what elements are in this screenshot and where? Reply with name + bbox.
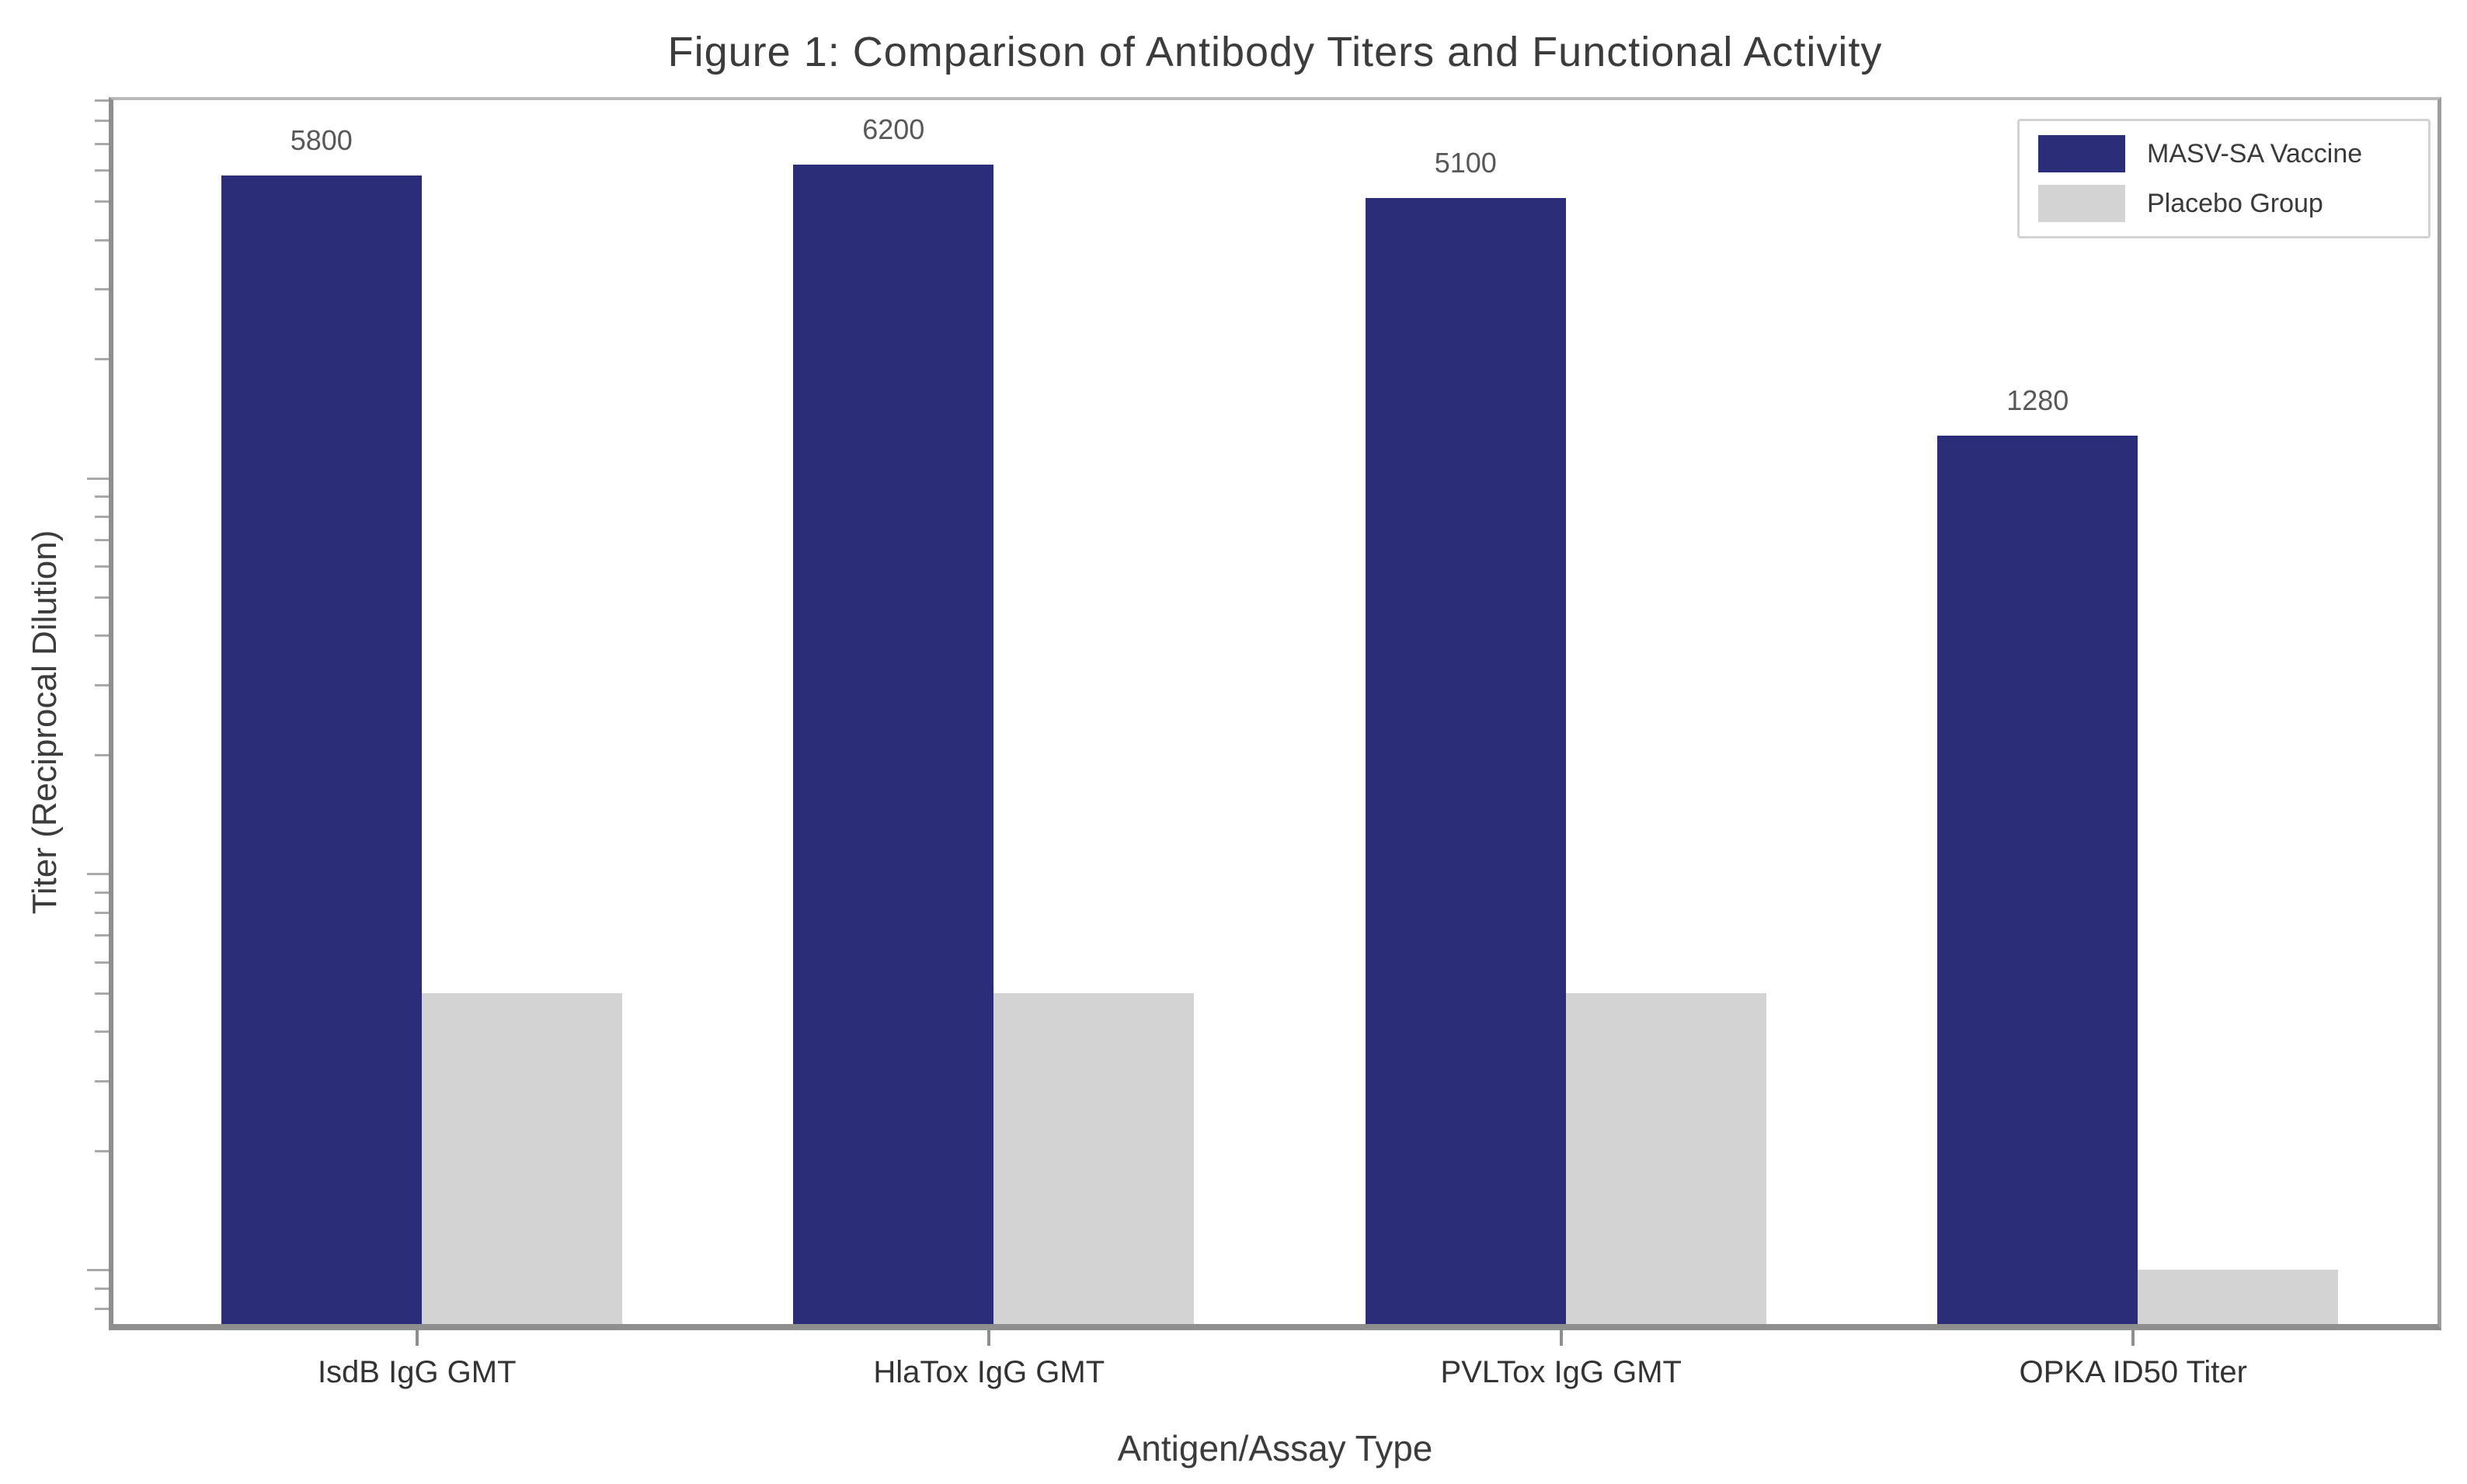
x-axis-tick <box>2131 1330 2135 1346</box>
category-label-2: HlaTox IgG GMT <box>873 1355 1105 1389</box>
y-axis-minor-tick <box>95 596 109 600</box>
x-axis-tick <box>1559 1330 1563 1346</box>
y-axis-major-tick <box>87 477 109 480</box>
bar-vaccine-4 <box>1937 435 2138 1324</box>
bar-value-label-3: 5100 <box>1434 146 1497 179</box>
y-axis-minor-tick <box>95 911 109 914</box>
y-axis-minor-tick <box>95 1149 109 1152</box>
bar-placebo-1 <box>421 992 622 1324</box>
bar-placebo-4 <box>2138 1270 2339 1324</box>
y-axis-minor-tick <box>95 634 109 638</box>
y-axis-minor-tick <box>95 515 109 518</box>
y-axis-minor-tick <box>95 565 109 568</box>
y-axis-minor-tick <box>95 495 109 498</box>
category-label-3: PVLTox IgG GMT <box>1440 1355 1682 1389</box>
y-axis-minor-tick <box>95 1307 109 1310</box>
bar-value-label-2: 6200 <box>862 113 925 145</box>
y-axis-minor-tick <box>95 1080 109 1083</box>
y-axis-minor-tick <box>95 934 109 937</box>
y-axis-minor-tick <box>95 200 109 203</box>
y-axis-minor-tick <box>95 992 109 995</box>
y-axis-minor-tick <box>95 538 109 541</box>
legend-entry-vaccine: MASV-SA Vaccine <box>2038 135 2410 172</box>
bar-vaccine-1 <box>221 176 422 1324</box>
y-axis-minor-tick <box>95 120 109 123</box>
y-axis-major-tick <box>87 873 109 876</box>
y-axis-minor-tick <box>95 142 109 145</box>
category-label-1: IsdB IgG GMT <box>317 1355 517 1389</box>
category-label-4: OPKA ID50 Titer <box>2019 1355 2247 1389</box>
legend: MASV-SA Vaccine Placebo Group <box>2017 119 2430 238</box>
y-axis-minor-tick <box>95 358 109 361</box>
y-axis-minor-tick <box>95 1287 109 1290</box>
x-axis-tick <box>415 1330 419 1346</box>
legend-label-vaccine: MASV-SA Vaccine <box>2147 138 2363 169</box>
y-axis-label: Titer (Reciprocal Dilution) <box>26 530 64 915</box>
chart-title: Figure 1: Comparison of Antibody Titers … <box>667 29 1883 75</box>
bar-vaccine-3 <box>1365 197 1566 1324</box>
legend-label-placebo: Placebo Group <box>2147 188 2323 218</box>
bar-placebo-3 <box>1565 992 1766 1324</box>
y-axis-minor-tick <box>95 169 109 172</box>
y-axis-minor-tick <box>95 891 109 894</box>
legend-entry-placebo: Placebo Group <box>2038 185 2410 222</box>
legend-swatch-vaccine <box>2038 135 2125 172</box>
y-axis-minor-tick <box>95 99 109 102</box>
x-axis-label: Antigen/Assay Type <box>1117 1428 1433 1468</box>
y-axis-minor-tick <box>95 961 109 964</box>
plot-area: 5800 6200 5100 1280 <box>109 97 2441 1330</box>
bar-placebo-2 <box>993 992 1195 1324</box>
y-axis-minor-tick <box>95 753 109 756</box>
y-axis-minor-tick <box>95 1030 109 1034</box>
bar-vaccine-2 <box>793 164 994 1324</box>
y-axis-minor-tick <box>95 288 109 291</box>
y-axis-minor-tick <box>95 684 109 687</box>
y-axis-major-tick <box>87 1269 109 1272</box>
bar-value-label-1: 5800 <box>290 124 353 157</box>
x-axis-tick <box>987 1330 991 1346</box>
y-axis-minor-tick <box>95 238 109 242</box>
legend-swatch-placebo <box>2038 185 2125 222</box>
bar-value-label-4: 1280 <box>2006 384 2069 416</box>
